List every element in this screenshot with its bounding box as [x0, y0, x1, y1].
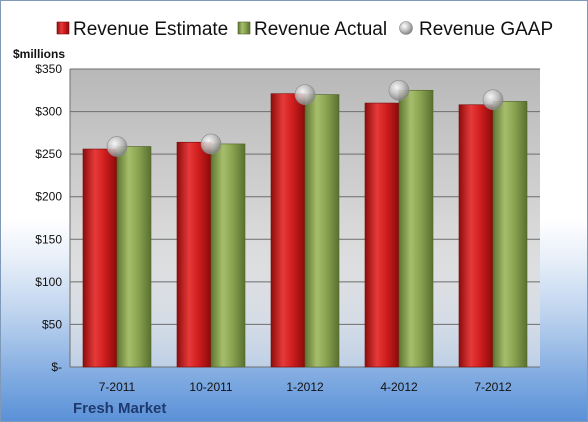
legend-item-estimate[interactable]: Revenue Estimate	[56, 19, 228, 40]
actual-bar[interactable]	[492, 101, 528, 368]
bars	[82, 89, 528, 368]
y-axis-ticks: $- $50 $100 $150 $200 $250 $300 $350	[35, 62, 62, 374]
y-tick-label: $100	[35, 275, 62, 289]
gaap-marker[interactable]	[294, 84, 316, 105]
legend-label-gaap: Revenue GAAP	[419, 19, 553, 40]
y-tick-label: $50	[42, 317, 62, 331]
gaap-marker[interactable]	[482, 89, 504, 110]
actual-bar[interactable]	[116, 146, 152, 368]
x-tick-label: 10-2011	[189, 380, 232, 394]
actual-bar[interactable]	[398, 89, 434, 368]
legend-swatch-estimate	[56, 21, 70, 35]
estimate-bar[interactable]	[270, 93, 306, 368]
legend-label-actual: Revenue Actual	[254, 19, 387, 40]
company-label: Fresh Market	[73, 400, 166, 417]
legend-label-estimate: Revenue Estimate	[73, 19, 228, 40]
y-tick-label: $350	[35, 62, 62, 76]
legend: Revenue Estimate Revenue Actual Revenue …	[56, 19, 554, 40]
actual-bar[interactable]	[210, 143, 246, 368]
gaap-markers	[106, 79, 504, 157]
gaap-marker[interactable]	[106, 136, 128, 157]
legend-item-actual[interactable]: Revenue Actual	[237, 19, 387, 40]
actual-bar[interactable]	[304, 94, 340, 368]
legend-swatch-actual	[237, 21, 251, 35]
x-tick-label: 7-2011	[99, 380, 136, 394]
x-tick-label: 1-2012	[286, 380, 324, 394]
legend-swatch-gaap	[399, 21, 413, 35]
gaap-marker[interactable]	[200, 133, 222, 155]
x-tick-label: 4-2012	[380, 380, 418, 394]
gaap-marker[interactable]	[388, 79, 410, 101]
y-tick-label: $250	[35, 147, 62, 161]
y-tick-label: $150	[35, 232, 62, 246]
unit-label: $millions	[13, 47, 65, 61]
estimate-bar[interactable]	[176, 141, 212, 368]
y-tick-label: $200	[35, 190, 62, 204]
legend-item-gaap[interactable]: Revenue GAAP	[399, 19, 554, 40]
x-tick-label: 7-2012	[474, 380, 512, 394]
estimate-bar[interactable]	[364, 102, 400, 368]
estimate-bar[interactable]	[82, 148, 118, 368]
x-axis-ticks: 7-2011 10-2011 1-2012 4-2012 7-2012	[99, 380, 512, 394]
y-tick-label: $-	[51, 360, 62, 374]
y-tick-label: $300	[35, 105, 62, 119]
estimate-bar[interactable]	[458, 104, 494, 368]
